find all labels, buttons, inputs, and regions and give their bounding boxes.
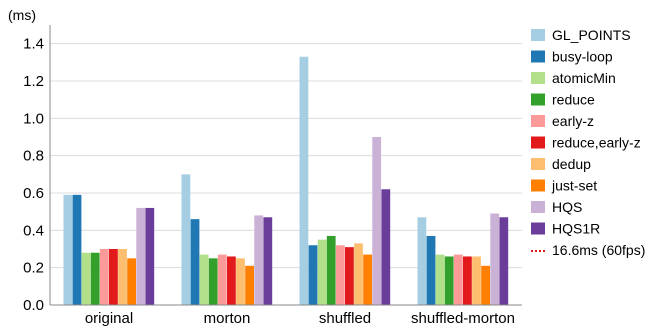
bar-dedup-original xyxy=(118,249,127,305)
grid-lines xyxy=(50,43,522,269)
legend-swatch xyxy=(531,93,545,106)
y-tick-label: 0.4 xyxy=(23,222,44,239)
bar-reduce-original xyxy=(90,252,100,305)
bar-early-z-morton xyxy=(217,254,227,305)
axes xyxy=(49,25,522,306)
bar-atomicmin-original xyxy=(81,252,91,305)
bar-reduce-shuffled xyxy=(326,235,336,305)
legend-label: reduce,early-z xyxy=(552,135,641,151)
bar-reduce-early-z-shuffled-morton xyxy=(463,256,472,305)
legend-label: dedup xyxy=(552,156,591,172)
legend-label: just-set xyxy=(551,178,597,194)
bar-just-set-shuffled-morton xyxy=(481,265,490,305)
bars xyxy=(63,56,509,305)
bar-reduce-early-z-morton xyxy=(227,256,236,305)
y-axis-unit-label: (ms) xyxy=(8,7,36,23)
bar-atomicmin-morton xyxy=(199,254,209,305)
y-tick-label: 0.2 xyxy=(23,260,44,277)
legend-swatch xyxy=(531,158,545,170)
bar-gl-points-shuffled-morton xyxy=(417,217,427,305)
bar-early-z-shuffled xyxy=(335,245,345,305)
bar-hqs-shuffled-morton xyxy=(490,213,500,305)
category-label: shuffled xyxy=(319,310,371,327)
legend-label: GL_POINTS xyxy=(552,27,631,43)
legend-label: busy-loop xyxy=(552,49,613,65)
legend-swatch xyxy=(531,72,545,84)
bar-hqs-morton xyxy=(254,215,264,305)
bar-early-z-shuffled-morton xyxy=(453,254,463,305)
legend-label: reduce xyxy=(552,92,595,108)
bar-atomicmin-shuffled-morton xyxy=(435,254,445,305)
legend-label: HQS xyxy=(552,199,582,215)
bar-just-set-shuffled xyxy=(363,254,372,305)
bar-busy-loop-original xyxy=(72,194,82,305)
category-label: morton xyxy=(204,310,251,327)
legend-swatch xyxy=(531,115,545,127)
bar-busy-loop-morton xyxy=(190,219,200,305)
legend: GL_POINTS busy-loop atomicMin reduce early-z… xyxy=(531,27,645,258)
legend-label: HQS1R xyxy=(552,221,600,237)
legend-swatch xyxy=(531,222,545,235)
bar-hqs1r-morton xyxy=(263,217,273,305)
y-tick-label: 0.6 xyxy=(23,185,44,202)
bar-hqs1r-original xyxy=(145,207,155,305)
bar-atomicmin-shuffled xyxy=(317,239,327,305)
category-labels: original morton shuffled shuffled-morton xyxy=(85,310,515,327)
legend-swatch xyxy=(531,179,545,192)
legend-label-reference: 16.6ms (60fps) xyxy=(552,242,645,258)
bar-reduce-early-z-original xyxy=(109,249,118,305)
bar-reduce-morton xyxy=(208,258,218,305)
bar-dedup-morton xyxy=(236,258,245,305)
legend-label: early-z xyxy=(552,113,594,129)
y-tick-label: 1.4 xyxy=(23,36,44,53)
bar-busy-loop-shuffled-morton xyxy=(426,235,436,305)
bar-busy-loop-shuffled xyxy=(308,245,318,305)
category-label: original xyxy=(85,310,133,327)
bar-reduce-early-z-shuffled xyxy=(345,247,354,305)
legend-swatch xyxy=(531,136,545,149)
bar-hqs-original xyxy=(136,207,146,305)
bar-early-z-original xyxy=(99,249,109,305)
legend-swatch xyxy=(531,201,545,213)
legend-label: atomicMin xyxy=(552,70,616,86)
legend-swatch xyxy=(531,29,545,41)
bar-hqs1r-shuffled xyxy=(381,189,391,305)
bar-gl-points-morton xyxy=(181,174,191,305)
bar-gl-points-shuffled xyxy=(299,56,309,305)
bar-just-set-morton xyxy=(245,265,254,305)
bar-reduce-shuffled-morton xyxy=(444,256,454,305)
y-tick-label: 0.8 xyxy=(23,148,44,165)
y-tick-labels: 0.0 0.2 0.4 0.6 0.8 1.0 1.2 1.4 xyxy=(23,36,44,314)
bar-gl-points-original xyxy=(63,194,73,305)
bar-dedup-shuffled xyxy=(354,243,363,305)
bar-hqs-shuffled xyxy=(372,137,382,305)
bar-hqs1r-shuffled-morton xyxy=(499,217,509,305)
y-tick-label: 1.0 xyxy=(23,110,44,127)
bar-just-set-original xyxy=(127,258,136,305)
legend-swatch xyxy=(531,50,545,63)
y-tick-label: 1.2 xyxy=(23,73,44,90)
bar-dedup-shuffled-morton xyxy=(472,256,481,305)
y-tick-label: 0.0 xyxy=(23,297,44,314)
category-label: shuffled-morton xyxy=(411,310,515,327)
